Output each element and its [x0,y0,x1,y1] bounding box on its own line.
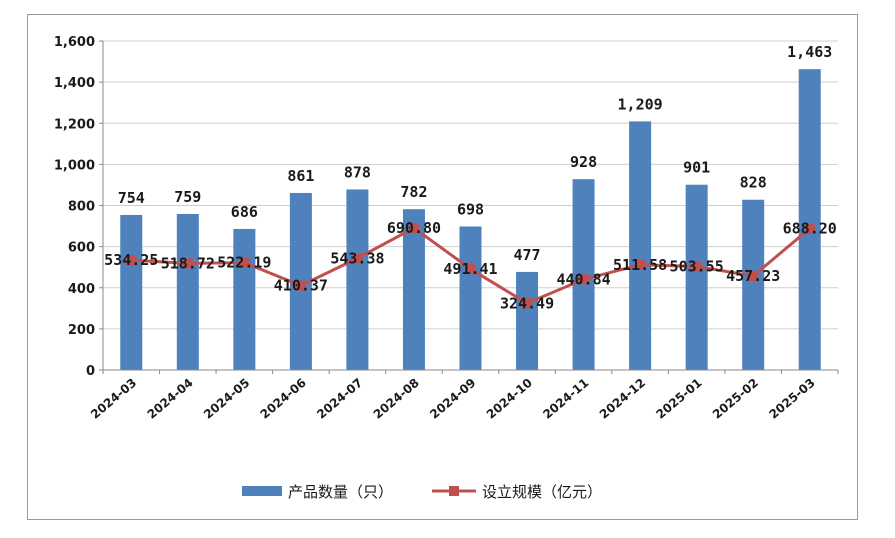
bar [346,189,369,370]
line-data-label: 457.23 [726,267,780,285]
line-data-label: 534.25 [104,251,158,269]
bar-data-label: 861 [287,167,314,185]
bar [402,209,425,370]
x-tick-label: 2024-08 [371,376,422,422]
bar-data-label: 1,209 [618,95,663,113]
line-data-label: 440.84 [556,270,610,288]
line-data-label: 324.49 [500,294,554,312]
bar [516,271,539,370]
line-series [126,222,815,309]
bar [120,214,143,370]
line-point [804,223,815,234]
y-tick-label: 0 [86,364,95,379]
x-axis: 2024-03 2024-04 2024-05 2024-06 2024-07 2024-… [88,369,839,422]
legend-label-line: 设立规模（亿元） [482,483,602,501]
line-point [239,257,250,268]
x-tick-label: 2024-04 [145,376,196,422]
bar-data-label: 698 [457,200,484,218]
y-tick-label: 1,600 [54,35,95,50]
line-data-label: 543.38 [330,249,384,267]
bar [685,184,708,370]
line-point [635,259,646,270]
bar-data-label: 477 [513,246,540,264]
line-point [295,280,306,291]
bar-data-label: 1,463 [787,43,832,61]
x-tick-label: 2024-12 [597,376,648,422]
line-point [126,255,137,266]
bar [233,228,256,370]
bar [176,213,199,370]
line-data-label: 491.41 [443,260,497,278]
x-tick-label: 2024-11 [540,376,591,422]
x-tick-label: 2024-06 [258,376,309,422]
legend-label-bar: 产品数量（只） [288,483,393,501]
y-tick-label: 200 [68,323,95,338]
legend-swatch-marker [449,486,459,496]
x-tick-label: 2024-09 [427,376,478,422]
x-tick-label: 2024-07 [314,376,365,422]
line-data-label: 511.58 [613,256,667,274]
line-data-label: 690.80 [387,219,441,237]
chart-frame [27,14,858,520]
data-labels: 754 759 686 861 878 782 698 477 928 1,209 901 828 1,… [104,43,837,312]
line-point [408,222,419,233]
legend: 产品数量（只） 设立规模（亿元） [242,483,602,501]
y-tick-label: 800 [68,200,95,215]
line-data-label: 688.20 [783,219,837,237]
x-tick-label: 2025-02 [710,376,761,422]
y-tick-label: 1,400 [54,76,95,91]
line-point [522,298,533,309]
line-point [465,263,476,274]
x-tick-label: 2025-03 [766,376,817,422]
bar-data-label: 928 [570,153,597,171]
gridlines [103,40,838,330]
line-data-label: 503.55 [670,257,724,275]
bar-data-label: 901 [683,159,710,177]
bar [459,226,482,370]
line-point [691,261,702,272]
bar-data-label: 686 [231,203,258,221]
y-tick-label: 600 [68,241,95,256]
bar-data-label: 754 [118,189,145,207]
line-point [182,258,193,269]
bar-data-label: 782 [400,183,427,201]
y-tick-label: 400 [68,282,95,297]
bar-data-label: 828 [740,174,767,192]
x-tick-label: 2025-01 [653,376,704,422]
y-axis: 0 200 400 600 800 1,000 1,200 1,400 1,600 [54,35,104,379]
line-data-label: 522.19 [217,254,271,272]
bar-data-label: 759 [174,188,201,206]
bar [629,121,652,370]
x-tick-label: 2024-03 [88,376,139,422]
line-data-label: 518.72 [161,254,215,272]
y-tick-label: 1,200 [54,117,95,132]
line-point [748,270,759,281]
line-point [578,274,589,285]
x-tick-label: 2024-10 [484,376,535,422]
line-data-label: 410.37 [274,277,328,295]
bar-series [120,69,821,370]
x-tick-label: 2024-05 [201,376,252,422]
legend-swatch-bar [242,486,282,496]
bar [742,199,765,370]
y-tick-label: 1,000 [54,158,95,173]
line-point [352,253,363,264]
bar [798,69,821,370]
bar-data-label: 878 [344,163,371,181]
